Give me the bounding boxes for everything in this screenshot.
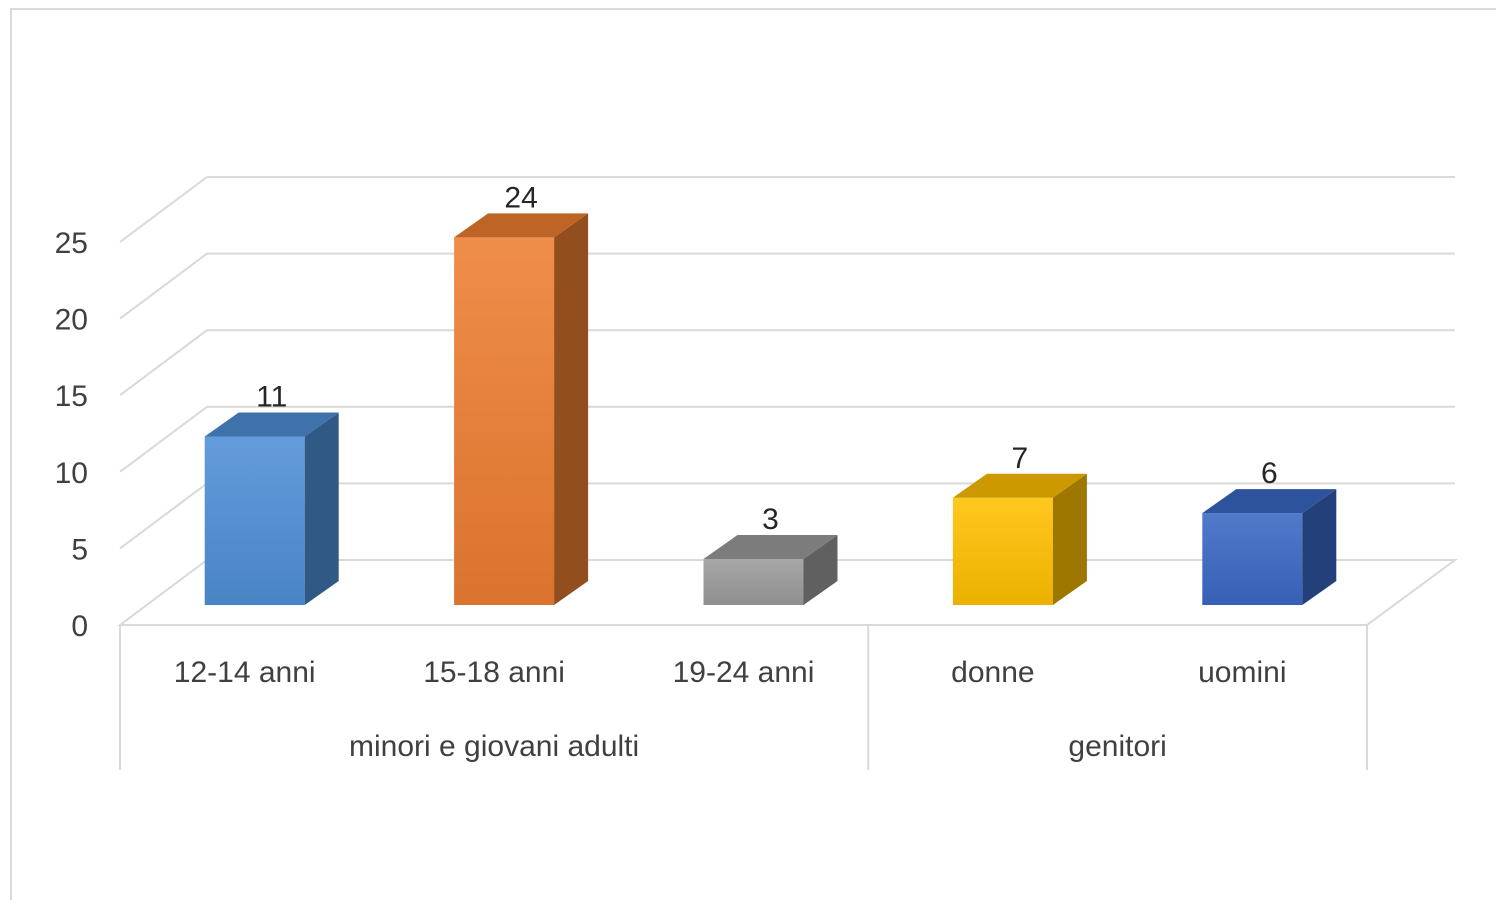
side-gridline bbox=[119, 176, 208, 243]
data-label: 6 bbox=[1261, 457, 1278, 490]
bar-side bbox=[1302, 489, 1337, 605]
category-labels: 12-14 anni 15-18 anni 19-24 anni donne uomin… bbox=[174, 656, 1287, 689]
side-gridline bbox=[119, 252, 208, 320]
bar-side bbox=[1052, 473, 1087, 605]
chart-frame bbox=[10, 8, 1496, 900]
category-label: 12-14 anni bbox=[174, 656, 316, 689]
group-label: minori e giovani adulti bbox=[349, 730, 639, 763]
data-label: 7 bbox=[1012, 442, 1029, 475]
side-gridline bbox=[119, 405, 208, 473]
data-label: 3 bbox=[762, 503, 779, 536]
bar-top bbox=[454, 213, 589, 238]
bar-front bbox=[1202, 513, 1303, 605]
bar bbox=[454, 213, 589, 605]
data-label: 11 bbox=[256, 380, 287, 413]
y-tick-label: 25 bbox=[55, 227, 88, 260]
y-tick-label: 15 bbox=[55, 380, 88, 413]
bar-front bbox=[204, 436, 305, 605]
y-tick-label: 20 bbox=[55, 304, 88, 337]
bar-top bbox=[204, 412, 339, 437]
side-gridline bbox=[119, 329, 208, 397]
bar-top bbox=[703, 535, 838, 560]
category-label: uomini bbox=[1198, 656, 1286, 689]
category-label: donne bbox=[951, 656, 1034, 689]
category-label: 19-24 anni bbox=[673, 656, 815, 689]
y-tick-label: 0 bbox=[71, 610, 88, 643]
bar-side bbox=[554, 213, 589, 605]
bars bbox=[204, 213, 1337, 605]
y-tick-label: 5 bbox=[71, 533, 88, 566]
bar-top bbox=[952, 473, 1087, 498]
bar-front bbox=[703, 559, 804, 605]
bar-front bbox=[454, 237, 555, 605]
category-label: 15-18 anni bbox=[423, 656, 565, 689]
x-axis bbox=[119, 624, 1368, 770]
y-tick-label: 10 bbox=[55, 457, 88, 490]
y-axis-ticks: 0 5 10 15 20 25 bbox=[55, 227, 88, 643]
bar-top bbox=[1202, 489, 1337, 514]
bar bbox=[1202, 489, 1337, 605]
bar bbox=[952, 473, 1087, 605]
data-label: 24 bbox=[504, 181, 537, 214]
bar bbox=[703, 535, 838, 605]
bar-front bbox=[952, 497, 1053, 605]
group-label: genitori bbox=[1068, 730, 1166, 763]
bar bbox=[204, 412, 339, 605]
side-gridline bbox=[119, 482, 208, 550]
bar-side bbox=[803, 535, 838, 605]
bar-side bbox=[304, 412, 339, 605]
group-labels: minori e giovani adulti genitori bbox=[349, 730, 1167, 763]
